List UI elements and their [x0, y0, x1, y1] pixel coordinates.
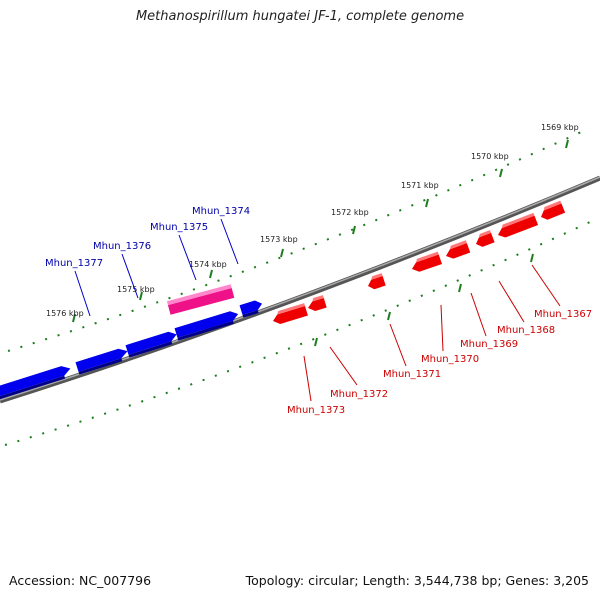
- gene-arrow: [273, 303, 308, 325]
- forward-callouts: [74, 218, 239, 317]
- scale-label: 1571 kbp: [401, 181, 439, 190]
- scale-label: 1572 kbp: [331, 208, 369, 217]
- scale-label: 1570 kbp: [471, 152, 509, 161]
- scale-label: 1569 kbp: [541, 123, 579, 132]
- reverse-gene-label: Mhun_1369: [460, 339, 518, 350]
- reverse-gene-label: Mhun_1370: [421, 354, 479, 365]
- reverse-gene-label: Mhun_1371: [383, 369, 441, 380]
- scale-label: 1573 kbp: [260, 235, 298, 244]
- gene-arrow: [368, 273, 386, 290]
- forward-gene-label: Mhun_1377: [45, 258, 103, 269]
- gene-arrow: [498, 212, 539, 238]
- reverse-callouts: [303, 264, 561, 402]
- inner-scale-track: [4, 221, 591, 446]
- gene-arrow: [446, 240, 471, 259]
- gene-arrow: [125, 331, 177, 358]
- reverse-gene-arrows: [273, 200, 566, 325]
- gene-arrow: [239, 300, 263, 318]
- forward-gene-label: Mhun_1376: [93, 241, 151, 252]
- highlighted-gene: [166, 284, 235, 315]
- reverse-gene-label: Mhun_1367: [534, 309, 592, 320]
- gene-arrow: [75, 348, 128, 375]
- gene-arrow: [476, 230, 495, 247]
- outer-major-ticks: [72, 139, 569, 323]
- gene-arrow: [308, 295, 327, 312]
- reverse-gene-label: Mhun_1368: [497, 325, 555, 336]
- gene-arrow: [541, 200, 566, 220]
- scale-label: 1575 kbp: [117, 285, 155, 294]
- reverse-gene-label: Mhun_1372: [330, 389, 388, 400]
- forward-gene-label: Mhun_1375: [150, 222, 208, 233]
- inner-major-ticks: [314, 253, 534, 347]
- scale-label: 1574 kbp: [189, 260, 227, 269]
- gene-arrow: [174, 311, 239, 341]
- accession-text: Accession: NC_007796: [9, 573, 152, 588]
- reverse-gene-label: Mhun_1373: [287, 405, 345, 416]
- scale-label: 1576 kbp: [46, 309, 84, 318]
- forward-gene-label: Mhun_1374: [192, 206, 250, 217]
- gene-arrow: [412, 251, 442, 272]
- gene-arrow: [0, 366, 71, 400]
- genome-summary: Topology: circular; Length: 3,544,738 bp…: [245, 573, 589, 588]
- forward-gene-arrows: [0, 300, 263, 400]
- map-title: Methanospirillum hungatei JF-1, complete…: [135, 9, 465, 24]
